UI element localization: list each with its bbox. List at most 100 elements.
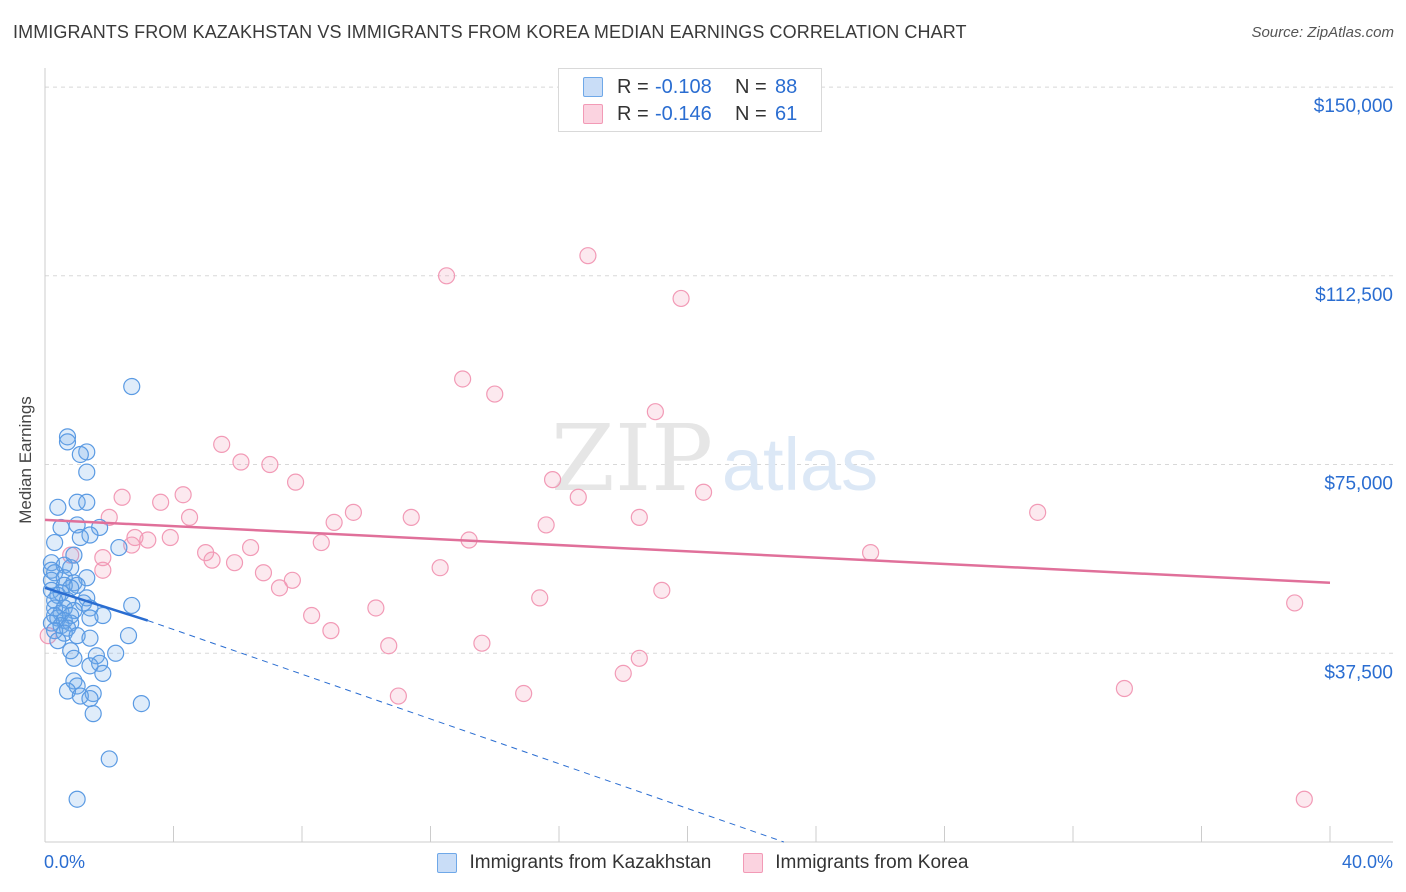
stats-legend: R = -0.108 N = 88 R = -0.146 N = 61 (558, 68, 822, 132)
kazakhstan-point (123, 596, 141, 615)
kazakhstan-point (81, 526, 99, 544)
kazakhstan-point (91, 654, 109, 672)
kazakhstan-point (84, 684, 102, 703)
kazakhstan-point (78, 493, 96, 511)
watermark: ZIP atlas (551, 405, 878, 512)
korea-point (123, 536, 141, 554)
kazakhstan-trend-line (44, 586, 149, 622)
kazakhstan-point (81, 689, 99, 708)
korea-point (270, 579, 289, 597)
kazakhstan-point (132, 694, 150, 713)
korea-point (254, 564, 273, 582)
kazakhstan-point (81, 657, 99, 675)
legend-n-value-korea: 61 (775, 102, 798, 125)
korea-point (389, 687, 407, 705)
kazakhstan-point (58, 433, 77, 451)
kazakhstan-point (68, 677, 86, 695)
series-legend-kazakhstan-label: Immigrants from Kazakhstan (469, 852, 712, 873)
kazakhstan-point (58, 682, 77, 700)
korea-point (203, 551, 221, 569)
korea-point (380, 637, 398, 655)
chart-title: IMMIGRANTS FROM KAZAKHSTAN VS IMMIGRANTS… (13, 22, 967, 42)
y-tick-label: $112,500 (1315, 285, 1393, 306)
kazakhstan-point (119, 627, 138, 645)
korea-point (213, 435, 231, 454)
korea-point (579, 247, 597, 265)
korea-swatch (583, 104, 603, 124)
legend-r-value-korea: -0.146 (655, 102, 712, 125)
kazakhstan-trend-extension (147, 620, 785, 843)
korea-point (286, 473, 305, 491)
korea-points (39, 247, 1313, 808)
y-axis-title: Median Earnings (16, 396, 35, 524)
kazakhstan-point (71, 528, 89, 547)
kazakhstan-point (94, 664, 112, 682)
kazakhstan-point (71, 687, 89, 705)
korea-point (694, 483, 713, 501)
legend-n-label: N = (735, 102, 767, 125)
korea-point (630, 508, 648, 526)
kazakhstan-point (46, 622, 64, 640)
korea-point (454, 370, 472, 388)
kazakhstan-point (42, 571, 61, 589)
y-tick-label: $75,000 (1324, 474, 1393, 495)
korea-point (283, 571, 301, 589)
kazakhstan-point (78, 463, 96, 481)
legend-r-label: R = (617, 75, 649, 98)
korea-point (1115, 679, 1134, 698)
korea-point (312, 533, 330, 552)
korea-point (242, 538, 260, 557)
kazakhstan-points (42, 377, 150, 808)
watermark-zip: ZIP (551, 405, 713, 512)
legend-r-label: R = (617, 102, 649, 125)
korea-point (473, 634, 491, 652)
kazakhstan-swatch (583, 77, 603, 97)
gridlines (45, 86, 1395, 654)
kazakhstan-point (84, 705, 102, 723)
axes (44, 68, 1393, 843)
series-legend: Immigrants from Kazakhstan Immigrants fr… (0, 852, 1406, 874)
legend-n-value-kazakhstan: 88 (775, 75, 798, 98)
kazakhstan-point (81, 609, 99, 627)
korea-point (232, 453, 250, 471)
kazakhstan-point (81, 629, 99, 647)
korea-point (543, 471, 562, 489)
korea-swatch (743, 853, 764, 873)
kazakhstan-point (42, 561, 61, 579)
kazakhstan-point (100, 750, 118, 768)
korea-point (672, 289, 690, 308)
legend-row-korea: R = -0.146 N = 61 (583, 102, 797, 126)
korea-point (1286, 594, 1304, 612)
korea-point (139, 531, 157, 549)
kazakhstan-point (107, 644, 125, 662)
series-legend-kazakhstan: Immigrants from Kazakhstan (437, 852, 711, 874)
kazakhstan-point (123, 377, 141, 396)
legend-r-value-kazakhstan: -0.108 (655, 75, 712, 98)
kazakhstan-point (71, 445, 89, 464)
korea-point (515, 684, 533, 703)
korea-point (174, 486, 192, 504)
korea-point (630, 649, 648, 667)
source-label: Source: ZipAtlas.com (1251, 24, 1394, 41)
korea-point (94, 561, 112, 579)
korea-point (1295, 790, 1313, 808)
watermark-atlas: atlas (722, 423, 878, 506)
trend-lines (44, 518, 1331, 843)
y-tick-label: $150,000 (1314, 96, 1393, 117)
kazakhstan-point (49, 498, 67, 516)
korea-point (152, 493, 170, 511)
korea-point (486, 385, 504, 403)
kazakhstan-point (68, 790, 86, 808)
legend-n-label: N = (735, 75, 767, 98)
korea-point (225, 554, 244, 572)
korea-point (431, 559, 449, 577)
korea-point (261, 455, 279, 474)
korea-point (537, 516, 555, 534)
x-tick-label-min: 0.0% (44, 852, 86, 872)
kazakhstan-swatch (437, 853, 458, 873)
kazakhstan-point (49, 632, 67, 650)
kazakhstan-point (68, 493, 86, 511)
series-legend-korea: Immigrants from Korea (743, 852, 969, 874)
korea-point (367, 599, 385, 617)
